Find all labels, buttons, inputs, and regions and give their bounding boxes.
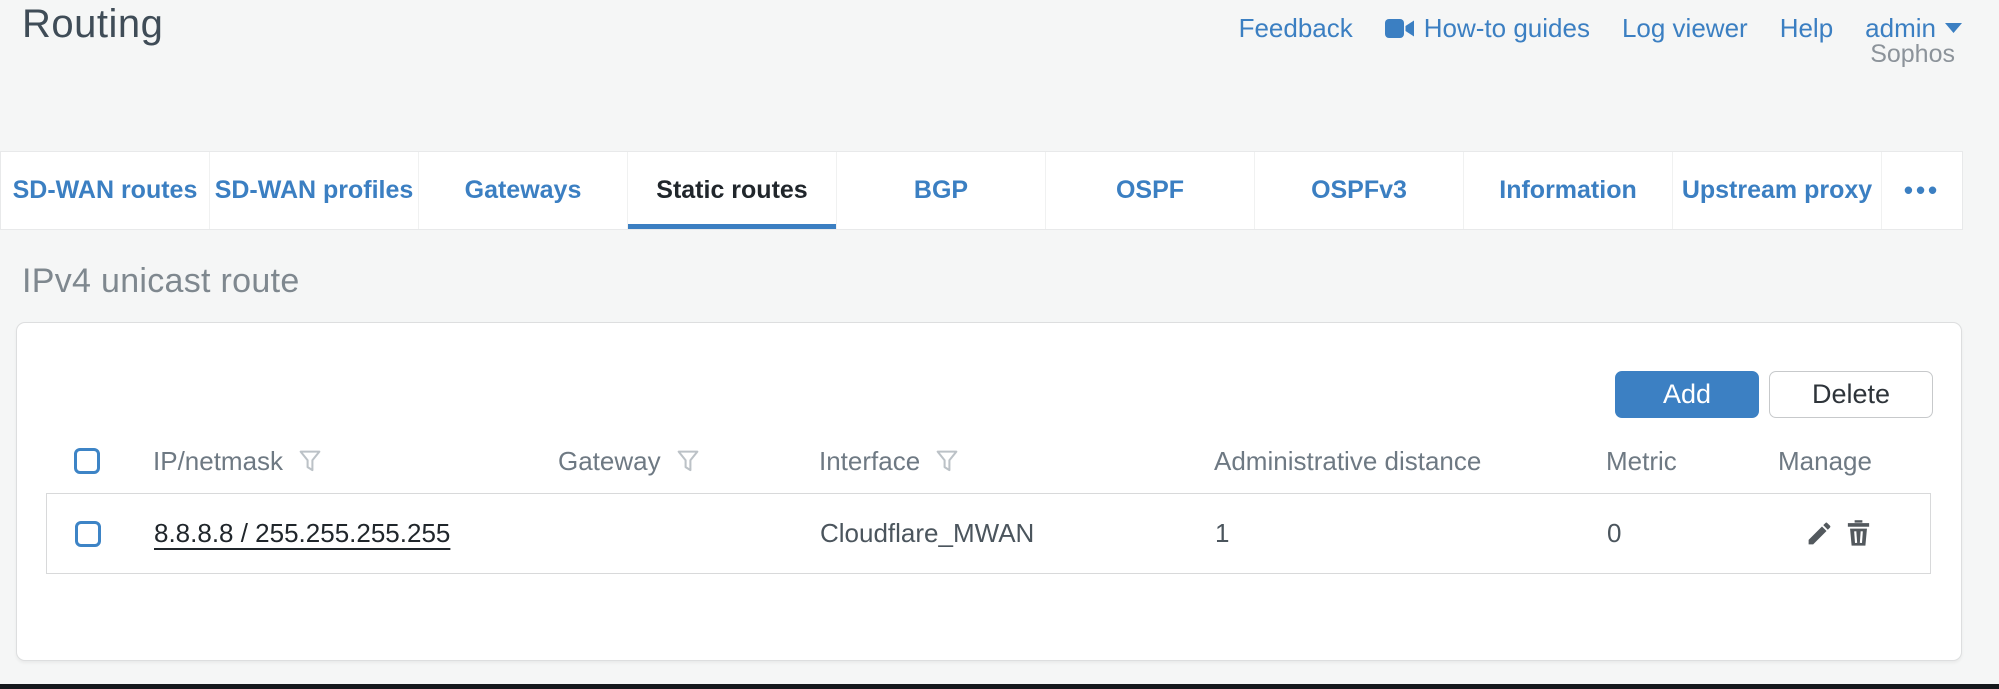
delete-button[interactable]: Delete — [1769, 371, 1933, 418]
filter-icon[interactable] — [676, 449, 700, 473]
column-header-manage: Manage — [1778, 445, 1872, 476]
row-checkbox[interactable] — [75, 520, 101, 547]
administrative-distance-cell: 1 — [1215, 518, 1230, 548]
filter-icon[interactable] — [298, 449, 322, 473]
tab-gateways[interactable]: Gateways — [419, 152, 628, 229]
route-link[interactable]: 8.8.8.8 / 255.255.255.255 — [154, 518, 451, 548]
video-camera-icon — [1384, 18, 1415, 39]
user-menu[interactable]: admin — [1865, 13, 1962, 44]
page-title: Routing — [22, 2, 164, 46]
log-viewer-link[interactable]: Log viewer — [1622, 13, 1748, 44]
tab-upstream-proxy[interactable]: Upstream proxy — [1673, 152, 1882, 229]
how-to-guides-link[interactable]: How-to guides — [1384, 12, 1590, 44]
section-title: IPv4 unicast route — [22, 262, 300, 300]
how-to-guides-label: How-to guides — [1423, 12, 1590, 43]
column-header-ip-netmask: IP/netmask — [153, 445, 284, 476]
tab-ospfv3[interactable]: OSPFv3 — [1255, 152, 1464, 229]
tab-ospf[interactable]: OSPF — [1046, 152, 1255, 229]
delete-icon[interactable] — [1844, 519, 1873, 548]
log-viewer-label: Log viewer — [1621, 12, 1748, 43]
routes-card: Add Delete IP/netmask Gateway Interface … — [16, 322, 1962, 661]
metric-cell: 0 — [1607, 518, 1622, 548]
column-header-administrative-distance: Administrative distance — [1214, 445, 1482, 476]
column-header-metric: Metric — [1606, 445, 1677, 476]
tab-information[interactable]: Information — [1464, 152, 1673, 229]
tab-sdwan-profiles[interactable]: SD-WAN profiles — [210, 152, 419, 229]
table-row: 8.8.8.8 / 255.255.255.255 Cloudflare_MWA… — [46, 493, 1931, 574]
table-header: IP/netmask Gateway Interface Administrat… — [46, 429, 1931, 493]
top-nav: Feedback How-to guides Log viewer Help a… — [1239, 10, 1962, 46]
filter-icon[interactable] — [935, 449, 959, 473]
feedback-link[interactable]: Feedback — [1239, 13, 1353, 44]
tab-sdwan-routes[interactable]: SD-WAN routes — [1, 152, 210, 229]
user-menu-label: admin — [1865, 12, 1936, 43]
caret-down-icon — [1945, 23, 1962, 33]
edit-icon[interactable] — [1805, 519, 1834, 548]
tab-bar: SD-WAN routes SD-WAN profiles Gateways S… — [0, 151, 1963, 230]
column-header-interface: Interface — [819, 445, 921, 476]
feedback-link-label: Feedback — [1238, 12, 1353, 43]
brand-label: Sophos — [1870, 40, 1955, 68]
help-label: Help — [1779, 12, 1834, 43]
top-bar: Routing Feedback How-to guides Log viewe… — [0, 0, 1999, 151]
help-link[interactable]: Help — [1780, 13, 1833, 44]
window-bottom-edge — [0, 684, 1999, 689]
interface-cell: Cloudflare_MWAN — [820, 518, 1035, 548]
column-header-gateway: Gateway — [558, 445, 661, 476]
add-button[interactable]: Add — [1615, 371, 1759, 418]
select-all-checkbox[interactable] — [74, 448, 100, 474]
tab-static-routes[interactable]: Static routes — [628, 152, 837, 229]
tab-bgp[interactable]: BGP — [837, 152, 1046, 229]
card-actions: Add Delete — [1615, 371, 1933, 418]
more-tabs-button[interactable]: ••• — [1903, 175, 1941, 205]
